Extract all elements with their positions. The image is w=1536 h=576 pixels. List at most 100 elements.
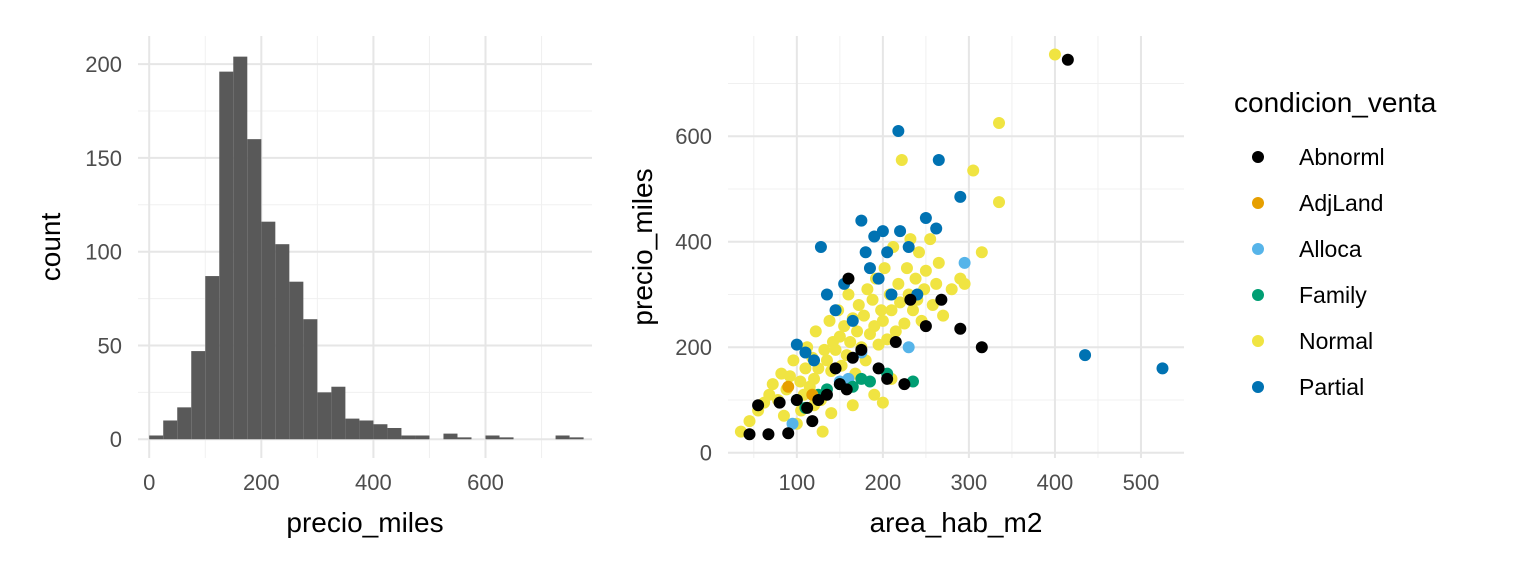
legend-label: AdjLand	[1299, 190, 1383, 216]
scatter-point-alloca	[786, 417, 799, 430]
legend-key-family	[1252, 289, 1264, 301]
scatter-point-normal	[894, 296, 907, 309]
x-tick-label: 600	[467, 470, 504, 495]
histogram-bar	[233, 56, 248, 440]
scatter-point-abnorml	[820, 388, 833, 401]
x-tick-label: 500	[1123, 470, 1160, 495]
histogram-bar	[275, 244, 290, 440]
scatter-point-normal	[838, 320, 851, 333]
scatter-point-normal	[857, 309, 870, 322]
scatter-point-partial	[930, 222, 943, 235]
scatter-point-normal	[898, 317, 911, 330]
histogram-bar	[359, 420, 374, 440]
scatter-point-partial	[872, 272, 885, 285]
scatter-point-normal	[909, 272, 922, 285]
scatter-point-normal	[885, 304, 898, 317]
scatter-point-normal	[889, 325, 902, 338]
legend-label: Alloca	[1299, 236, 1362, 262]
y-tick-label: 100	[85, 240, 122, 265]
scatter-point-normal	[823, 314, 836, 327]
histogram-bar	[219, 71, 234, 440]
legend-label: Family	[1299, 282, 1367, 308]
scatter-point-normal	[930, 277, 943, 290]
scatter-point-normal	[945, 283, 958, 296]
scatter-point-partial	[1079, 349, 1092, 362]
scatter-point-abnorml	[842, 272, 855, 285]
histogram-bar	[261, 221, 276, 440]
legend-key-abnorml	[1252, 151, 1264, 163]
scatter-point-abnorml	[935, 293, 948, 306]
histogram-bar	[317, 392, 332, 440]
histogram-bar	[289, 281, 304, 440]
scatter-point-partial	[876, 225, 889, 238]
scatter-point-normal	[967, 164, 980, 177]
scatter-point-normal	[818, 343, 831, 356]
histogram-bar	[247, 139, 262, 440]
y-tick-label: 600	[675, 124, 712, 149]
histogram-panel	[138, 36, 592, 458]
scatter-point-normal	[861, 283, 874, 296]
legend-key-adjland	[1252, 197, 1264, 209]
scatter-point-normal	[816, 425, 829, 438]
scatter-point-abnorml	[790, 393, 803, 406]
scatter-point-abnorml	[898, 378, 911, 391]
y-tick-label: 400	[675, 230, 712, 255]
scatter-point-normal	[794, 375, 807, 388]
histogram-bar	[345, 418, 360, 440]
scatter-point-normal	[777, 409, 790, 422]
histogram-bar	[191, 351, 206, 440]
histogram-bar	[149, 435, 164, 440]
y-axis-title: count	[35, 213, 66, 282]
scatter-point-normal	[993, 196, 1006, 209]
scatter-point-normal	[913, 246, 926, 259]
scatter-point-normal	[892, 277, 905, 290]
y-axis-title: precio_miles	[627, 168, 658, 325]
scatter-point-normal	[937, 309, 950, 322]
y-tick-label: 200	[675, 335, 712, 360]
scatter-point-alloca	[902, 341, 915, 354]
histogram-bar	[499, 437, 514, 440]
scatter-point-normal	[829, 343, 842, 356]
scatter-point-normal	[783, 370, 796, 383]
scatter-point-partial	[829, 304, 842, 317]
scatter-point-partial	[863, 262, 876, 275]
legend-title: condicion_venta	[1234, 87, 1437, 118]
legend-label: Partial	[1299, 374, 1364, 400]
scatter-point-normal	[833, 330, 846, 343]
scatter-point-abnorml	[889, 335, 902, 348]
histogram-bar	[331, 386, 346, 440]
scatter-point-partial	[1156, 362, 1169, 375]
scatter-point-abnorml	[855, 343, 868, 356]
scatter-point-abnorml	[829, 362, 842, 375]
scatter-point-abnorml	[1061, 53, 1074, 66]
x-tick-label: 400	[1037, 470, 1074, 495]
histogram-bar	[457, 437, 472, 440]
scatter-point-abnorml	[801, 401, 814, 414]
scatter-point-partial	[902, 241, 915, 253]
scatter-point-abnorml	[773, 396, 786, 409]
legend-label: Abnorml	[1299, 144, 1385, 170]
x-tick-label: 0	[143, 470, 155, 495]
scatter-point-normal	[876, 314, 889, 327]
scatter-point-partial	[954, 190, 967, 203]
scatter-point-partial	[868, 230, 881, 243]
histogram-bar	[415, 435, 430, 440]
scatter-point-normal	[924, 233, 937, 246]
x-tick-label: 400	[355, 470, 392, 495]
scatter-point-normal	[868, 388, 881, 401]
scatter-point-normal	[926, 299, 939, 312]
scatter-panel	[728, 36, 1184, 458]
scatter-point-abnorml	[840, 383, 853, 396]
histogram-bar	[485, 435, 500, 440]
scatter-point-partial	[820, 288, 833, 301]
scatter-point-normal	[809, 325, 822, 338]
scatter-point-normal	[868, 320, 881, 333]
scatter-point-partial	[932, 153, 945, 166]
scatter-point-normal	[895, 153, 908, 166]
scatter-point-abnorml	[743, 428, 756, 441]
scatter-point-normal	[932, 256, 945, 269]
scatter-point-partial	[859, 246, 872, 259]
scatter-point-normal	[844, 335, 857, 348]
y-tick-label: 150	[85, 146, 122, 171]
histogram-bar	[387, 427, 402, 440]
